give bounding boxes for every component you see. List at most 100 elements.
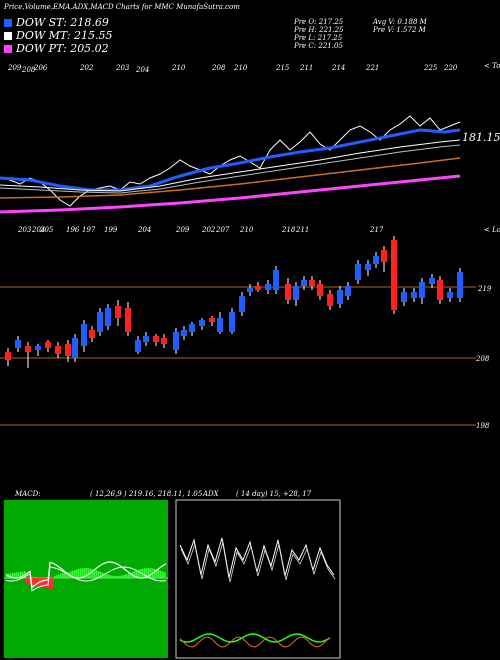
macd-histogram-bar — [40, 578, 42, 587]
macd-histogram-bar — [114, 575, 116, 578]
adx-di-plus-shadow — [180, 541, 336, 583]
candle-body — [327, 294, 333, 306]
candle-body — [143, 336, 149, 342]
candle-body — [429, 278, 435, 284]
macd-histogram-bar — [112, 575, 114, 578]
macd-histogram-bar — [58, 574, 60, 578]
macd-histogram-bar — [130, 572, 132, 578]
macd-histogram-bar — [66, 573, 68, 578]
candle-body — [285, 284, 291, 300]
candle-body — [401, 292, 407, 302]
bottom-tick-label: 207 — [215, 226, 230, 234]
bottom-tick-label: 210 — [239, 226, 254, 234]
candle-body — [447, 292, 453, 298]
ema-long-line — [0, 157, 461, 199]
bottom-tick-label: 217 — [369, 226, 384, 234]
macd-histogram-bar — [6, 574, 8, 578]
top-tick-label: 202 — [79, 64, 94, 72]
candle-body — [35, 346, 41, 350]
macd-histogram-bar — [34, 578, 36, 586]
adx-di-minus-line — [179, 636, 331, 648]
macd-histogram-bar — [82, 568, 84, 578]
candle-body — [317, 284, 323, 296]
candle-body — [255, 286, 261, 290]
macd-histogram-bar — [126, 574, 128, 578]
candle-body — [25, 346, 31, 352]
macd-histogram-bar — [116, 575, 118, 578]
top-tick-label: 210 — [171, 64, 186, 72]
macd-histogram-bar — [98, 571, 100, 578]
avg-volume: Avg V: 0.188 M — [373, 18, 427, 26]
legend-swatch-mt — [4, 32, 12, 40]
candle-body — [419, 282, 425, 298]
candle-body — [239, 296, 245, 312]
bottom-tick-label: 202 — [201, 226, 216, 234]
macd-histogram-bar — [120, 575, 122, 578]
adx-line — [179, 633, 331, 643]
macd-histogram-bar — [80, 568, 82, 578]
macd-histogram-bar — [104, 573, 106, 578]
ohlc-high: Pre H: 221.25 — [294, 26, 344, 34]
macd-histogram-bar — [128, 573, 130, 578]
macd-histogram-bar — [56, 575, 58, 578]
macd-histogram-bar — [76, 569, 78, 578]
level-198-label: 198 — [476, 422, 490, 430]
macd-histogram-bar — [156, 569, 158, 578]
candle-body — [89, 330, 95, 338]
candle-body — [153, 336, 159, 342]
candle-body — [55, 346, 61, 354]
candle-body — [391, 240, 397, 310]
macd-histogram-bar — [110, 575, 112, 578]
bottom-tick-label: 197 — [82, 226, 96, 234]
macd-histogram-bar — [108, 574, 110, 578]
macd-histogram-bar — [134, 571, 136, 578]
macd-histogram-bar — [18, 572, 20, 578]
candle-body — [72, 338, 78, 358]
macd-histogram-bar — [138, 569, 140, 578]
top-tick-label: 206 — [33, 64, 48, 72]
candle-body — [173, 332, 179, 350]
macd-histogram-bar — [64, 572, 66, 578]
ema-pt-line — [0, 174, 461, 214]
bottom-tick-label: 204 — [31, 226, 45, 234]
candle-body — [381, 250, 387, 262]
candle-body — [373, 256, 379, 264]
candle-body — [125, 308, 131, 332]
candle-body — [135, 340, 141, 352]
adx-title: ADX — [203, 490, 219, 498]
legend-swatch-st — [4, 19, 12, 27]
macd-histogram-bar — [106, 574, 108, 578]
macd-histogram-bar — [74, 570, 76, 578]
top-tick-label: 210 — [233, 64, 248, 72]
candle-body — [105, 308, 111, 326]
macd-title: MACD: — [15, 490, 41, 498]
macd-histogram-bar — [158, 570, 160, 578]
candle-body — [199, 320, 205, 326]
candle-body — [345, 286, 351, 296]
top-tick-label: 203 — [115, 64, 130, 72]
macd-histogram-bar — [70, 571, 72, 578]
macd-histogram-bar — [142, 568, 144, 578]
chart-title: Price,Volume,EMA,ADX,MACD Charts for MMC… — [4, 3, 240, 11]
ohlc-close: Pre C: 221.05 — [294, 42, 343, 50]
top-tick-label: 208 — [21, 66, 36, 74]
macd-histogram-bar — [164, 572, 166, 578]
macd-histogram-bar — [10, 573, 12, 578]
macd-histogram-bar — [54, 576, 56, 578]
candle-body — [247, 288, 253, 292]
candle-body — [355, 264, 361, 280]
ema-mid-line — [0, 139, 461, 192]
macd-histogram-bar — [148, 568, 150, 578]
macd-histogram-bar — [100, 571, 102, 578]
top-tick-label: 221 — [365, 64, 379, 72]
macd-histogram-bar — [92, 569, 94, 578]
adx-params: ( 14 day) 15, +28, 17 — [236, 490, 312, 498]
macd-histogram-bar — [50, 578, 52, 589]
candle-body — [309, 280, 315, 286]
macd-histogram-bar — [78, 568, 80, 578]
macd-histogram-bar — [118, 575, 120, 578]
price-label: 181.15 — [462, 131, 500, 144]
macd-histogram-bar — [36, 578, 38, 586]
bottom-tick-label: 218 — [281, 226, 296, 234]
candle-body — [209, 318, 215, 322]
